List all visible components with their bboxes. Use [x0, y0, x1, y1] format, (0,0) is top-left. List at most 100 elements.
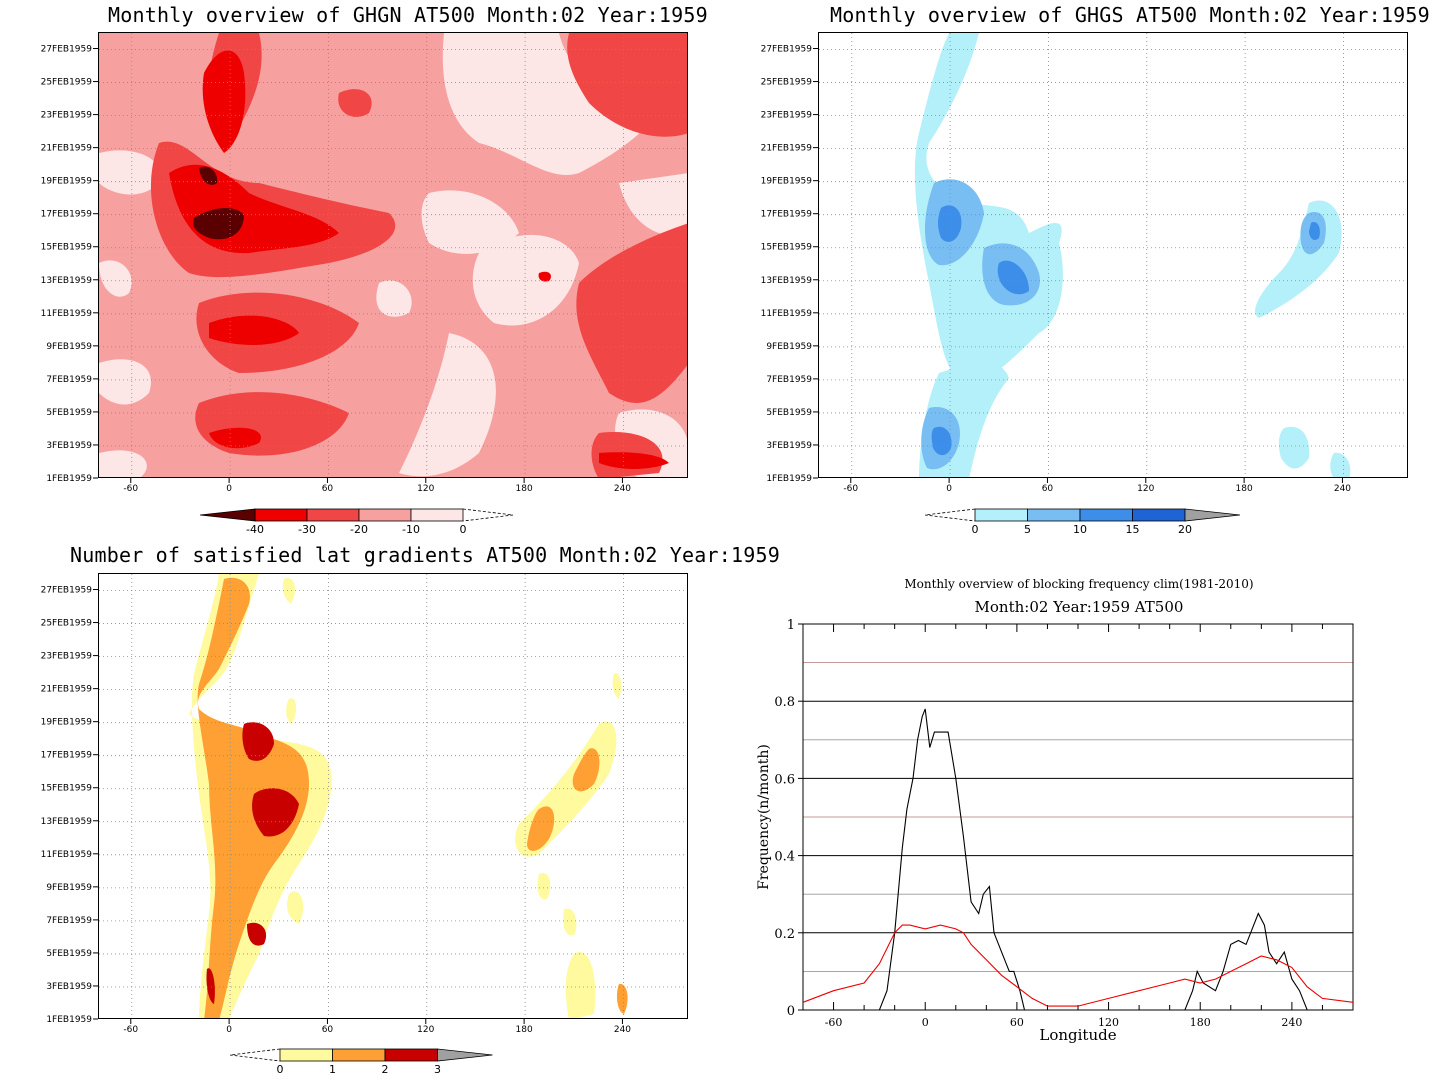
lat-y-tick-label: 9FEB1959 — [46, 883, 92, 893]
ghgn-pale-region — [99, 359, 151, 405]
lat-yellow-region — [287, 891, 304, 924]
lat-orange-region — [527, 806, 555, 851]
ghgs-cbar-segment — [1132, 508, 1186, 522]
ghgn-y-tick-label: 27FEB1959 — [41, 45, 93, 55]
ghgn-cbar-label: -10 — [402, 523, 420, 536]
ghgs-y-tick-label: 5FEB1959 — [766, 408, 812, 418]
lat-cbar-label: 0 — [277, 1063, 284, 1076]
ghgs-y-tick-label: 3FEB1959 — [766, 441, 812, 451]
freq-x-tick-label: 120 — [1098, 1016, 1119, 1029]
lat-x-tick-label: 240 — [614, 1025, 631, 1035]
ghgs-deep-region — [1309, 222, 1320, 241]
lat-y-tick-label: 27FEB1959 — [41, 586, 93, 596]
lat-yellow-region — [565, 952, 596, 1018]
lat-red-region — [206, 968, 215, 1004]
ghgn-x-tick-label: 60 — [322, 484, 334, 494]
lat-yellow-region — [286, 698, 297, 724]
ghgn-y-tick-label: 7FEB1959 — [46, 375, 92, 385]
ghgn-mid-region — [338, 89, 372, 117]
ghgn-y-tick-label: 9FEB1959 — [46, 342, 92, 352]
ghgs-cbar-right-arrow — [1184, 508, 1241, 522]
ghgn-deep-region — [209, 315, 299, 345]
ghgn-deep-region — [209, 427, 261, 449]
ghgn-y-tick-label: 25FEB1959 — [41, 78, 93, 88]
ghgs-y-tick-label: 19FEB1959 — [761, 177, 813, 187]
ghgs-cbar-label: 15 — [1126, 523, 1140, 536]
ghgn-title: Monthly overview of GHGN AT500 Month:02 … — [108, 3, 708, 27]
ghgs-y-tick-label: 17FEB1959 — [761, 210, 813, 220]
lat-x-tick-label: 180 — [516, 1025, 533, 1035]
ghgn-x-tick-label: 180 — [516, 484, 533, 494]
lat-orange-region — [572, 748, 600, 792]
ghgn-x-tick-label: 240 — [614, 484, 631, 494]
ghgn-darkest-region — [193, 207, 244, 240]
lat-y-tick-label: 1FEB1959 — [46, 1015, 92, 1025]
ghgn-y-tick-label: 17FEB1959 — [41, 210, 93, 220]
ghgn-colorbar: -40 -30 -20 -10 0 — [200, 508, 514, 536]
lat-cbar-label: 2 — [382, 1063, 389, 1076]
ghgs-contour-map — [819, 33, 1407, 477]
lat-orange-region — [616, 983, 628, 1014]
ghgn-mid-region — [567, 33, 687, 137]
lat-yellow-region — [282, 578, 295, 604]
ghgs-axes: 1FEB1959 3FEB1959 5FEB1959 7FEB1959 9FEB1959… — [761, 45, 1352, 494]
ghgn-y-tick-label: 23FEB1959 — [41, 111, 93, 121]
freq-line-chart: Monthly overview of blocking frequency c… — [756, 577, 1354, 1044]
ghgn-plot-area — [98, 32, 688, 478]
ghgn-y-tick-label: 1FEB1959 — [46, 474, 92, 484]
ghgs-colorbar: 0 5 10 15 20 — [925, 508, 1241, 536]
lat-yellow-region — [537, 873, 551, 900]
ghgn-cbar-label: 0 — [460, 523, 467, 536]
ghgn-darkest-region — [199, 166, 218, 185]
lat-axes: 1FEB1959 3FEB1959 5FEB1959 7FEB1959 9FEB1959… — [41, 586, 632, 1035]
ghgs-x-tick-label: 240 — [1334, 484, 1351, 494]
ghgn-pale-region — [99, 450, 147, 477]
freq-y-tick-label: 1 — [787, 618, 795, 633]
ghgs-y-tick-label: 21FEB1959 — [761, 144, 813, 154]
lat-plot-area — [98, 573, 688, 1019]
lat-y-tick-label: 5FEB1959 — [46, 949, 92, 959]
lat-cbar-segment — [279, 1048, 333, 1062]
ghgn-x-tick-label: -60 — [123, 484, 138, 494]
freq-series-black-line — [803, 708, 1353, 1011]
ghgn-pale-region — [399, 333, 496, 477]
ghgs-y-tick-label: 15FEB1959 — [761, 243, 813, 253]
freq-title: Monthly overview of blocking frequency c… — [904, 577, 1253, 591]
lat-red-region — [252, 788, 299, 837]
lat-x-tick-label: -60 — [123, 1025, 138, 1035]
ghgn-pale-region — [472, 234, 579, 326]
ghgn-cbar-label: -20 — [350, 523, 368, 536]
lat-cbar-segment — [332, 1048, 386, 1062]
ghgs-x-tick-label: -60 — [843, 484, 858, 494]
freq-series-red-line — [802, 924, 1354, 1007]
ghgn-cbar-segment — [358, 508, 412, 522]
freq-x-tick-label: 0 — [922, 1016, 929, 1029]
ghgn-cbar-label: -30 — [298, 523, 316, 536]
ghgs-y-tick-label: 9FEB1959 — [766, 342, 812, 352]
ghgn-cbar-left-arrow — [200, 508, 256, 522]
ghgs-y-tick-label: 7FEB1959 — [766, 375, 812, 385]
ghgs-deep-region — [931, 426, 952, 456]
lat-y-tick-label: 19FEB1959 — [41, 718, 93, 728]
lat-red-region — [247, 922, 267, 946]
ghgn-pale-region — [99, 260, 132, 297]
freq-y-tick-label: 0.6 — [774, 772, 795, 787]
ghgn-y-tick-label: 21FEB1959 — [41, 144, 93, 154]
lat-cbar-label: 3 — [434, 1063, 441, 1076]
freq-y-tick-label: 0.2 — [774, 927, 795, 942]
ghgn-cbar-right-arrow — [462, 508, 514, 522]
ghgn-x-tick-label: 120 — [417, 484, 434, 494]
freq-x-tick-label: 60 — [1010, 1016, 1024, 1029]
lat-cbar-right-arrow — [437, 1048, 493, 1062]
freq-x-tick-label: 180 — [1190, 1016, 1211, 1029]
ghgs-x-tick-label: 0 — [946, 484, 952, 494]
ghgs-cbar-label: 20 — [1178, 523, 1192, 536]
ghgn-cbar-segment — [410, 508, 464, 522]
ghgs-light-region — [1330, 452, 1351, 477]
ghgs-cbar-segment — [974, 508, 1028, 522]
lat-y-tick-label: 21FEB1959 — [41, 685, 93, 695]
ghgn-y-tick-label: 3FEB1959 — [46, 441, 92, 451]
lat-y-tick-label: 3FEB1959 — [46, 982, 92, 992]
lat-x-tick-label: 60 — [322, 1025, 334, 1035]
ghgn-deep-region — [599, 452, 669, 469]
